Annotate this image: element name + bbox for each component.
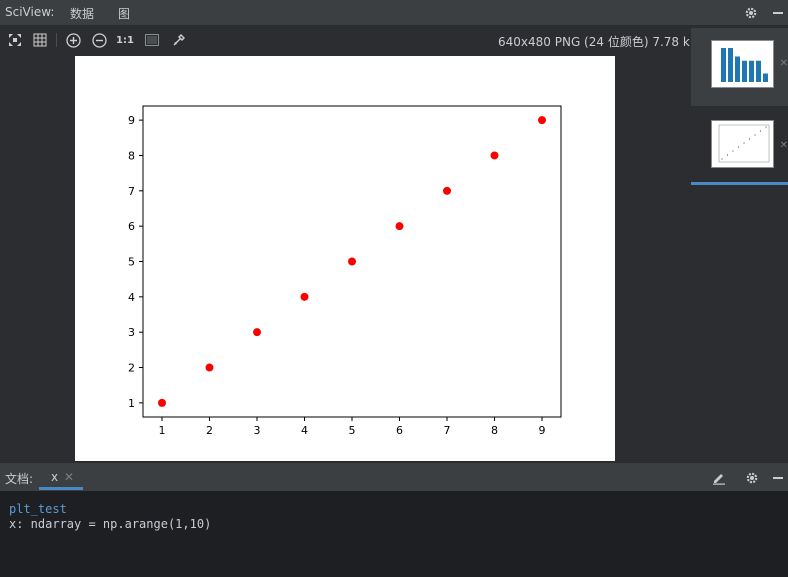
minimize-icon[interactable]	[770, 5, 786, 21]
image-toolbar: 1:1 640x480 PNG (24 位颜色) 7.78 kB	[0, 26, 698, 54]
gear-icon[interactable]	[743, 5, 759, 21]
data-point	[205, 363, 214, 372]
thumbnail-bar	[735, 56, 740, 82]
x-tick-label: 3	[254, 424, 261, 437]
sciview-title: SciView:	[5, 5, 55, 19]
thumbnail-point	[754, 134, 756, 136]
y-tick-label: 3	[128, 326, 135, 339]
image-info: 640x480 PNG (24 位颜色) 7.78 kB	[498, 35, 699, 49]
data-point	[158, 398, 166, 407]
x-tick-label: 7	[444, 424, 451, 437]
thumbnail-bar	[721, 48, 726, 82]
data-point	[443, 186, 451, 195]
edit-icon[interactable]	[711, 470, 726, 485]
y-tick-label: 1	[128, 397, 135, 410]
y-tick-label: 4	[128, 291, 135, 304]
documentation-panel: plt_test x: ndarray = np.arange(1,10)	[0, 491, 788, 577]
scatter-chart: 1 2 3 4 5 6 7 8 9 1 2 3 4 5 6 7 8 9	[128, 105, 562, 437]
documentation-label: 文档:	[5, 472, 34, 486]
data-point	[348, 257, 356, 266]
thumbnail-point	[737, 146, 740, 148]
thumbnail-bar	[756, 60, 761, 82]
bar-chart-thumbnail[interactable]	[711, 40, 774, 88]
data-point	[538, 116, 546, 125]
thumbnail-item[interactable]: ✕	[691, 28, 788, 106]
selected-thumbnail-indicator	[691, 182, 788, 185]
zoom-in-icon[interactable]	[64, 31, 82, 49]
x-tick-label: 4	[301, 424, 308, 437]
gear-icon[interactable]	[744, 470, 759, 485]
y-tick-label: 6	[128, 220, 135, 233]
x-tick-label: 1	[159, 424, 166, 437]
close-icon[interactable]: ✕	[779, 140, 788, 151]
x-tick-label: 5	[349, 424, 356, 437]
data-point	[300, 292, 309, 301]
y-tick-label: 5	[128, 256, 135, 269]
y-tick-label: 8	[128, 149, 135, 162]
y-tick-label: 7	[128, 185, 135, 198]
x-tick-label: 6	[396, 424, 403, 437]
x-tick-label: 9	[539, 424, 546, 437]
tab-data[interactable]: 数据	[70, 7, 95, 21]
fit-to-window-icon[interactable]	[6, 31, 24, 49]
zoom-out-icon[interactable]	[90, 31, 108, 49]
image-viewer: 1 2 3 4 5 6 7 8 9 1 2 3 4 5 6 7 8 9	[0, 54, 690, 462]
color-picker-icon[interactable]	[170, 31, 188, 49]
close-icon[interactable]: ✕	[779, 58, 788, 69]
thumbnail-point	[721, 158, 723, 160]
plot-canvas: 1 2 3 4 5 6 7 8 9 1 2 3 4 5 6 7 8 9	[75, 56, 615, 461]
data-point	[395, 222, 404, 231]
thumbnail-bar	[728, 48, 733, 82]
x-tick-label: 2	[206, 424, 213, 437]
background-toggle-icon[interactable]	[143, 31, 161, 49]
doc-title: plt_test	[9, 502, 67, 516]
scatter-chart-thumbnail[interactable]	[711, 120, 774, 168]
documentation-tab-bar: 文档: x ✕	[0, 462, 788, 491]
thumbnail-point	[759, 130, 762, 132]
thumbnail-bar	[749, 60, 754, 82]
data-point	[253, 328, 261, 337]
actual-size-button[interactable]: 1:1	[116, 34, 134, 46]
thumbnail-point	[726, 154, 729, 156]
thumbnail-item[interactable]: ✕	[691, 106, 788, 184]
sciview-header: SciView: 数据 图	[0, 0, 788, 29]
thumbnail-bar	[742, 60, 747, 82]
thumbnail-point	[743, 142, 745, 144]
plots-thumbnail-panel: ✕ ✕	[690, 26, 788, 462]
active-tab-indicator	[39, 487, 83, 490]
thumbnail-frame	[718, 124, 770, 163]
doc-signature: x: ndarray = np.arange(1,10)	[9, 517, 212, 531]
thumbnail-point	[748, 138, 751, 140]
close-icon[interactable]: ✕	[64, 470, 75, 484]
x-tick-label: 8	[491, 424, 498, 437]
variable-tab-x[interactable]: x	[51, 470, 59, 484]
y-tick-label: 2	[128, 362, 135, 375]
data-point	[490, 151, 499, 160]
grid-icon[interactable]	[31, 31, 49, 49]
thumbnail-bar	[763, 73, 768, 82]
minimize-icon[interactable]	[770, 470, 785, 485]
thumbnail-point	[765, 126, 767, 128]
tab-plots[interactable]: 图	[107, 7, 143, 29]
y-tick-label: 9	[128, 114, 135, 127]
thumbnail-point	[732, 150, 734, 152]
